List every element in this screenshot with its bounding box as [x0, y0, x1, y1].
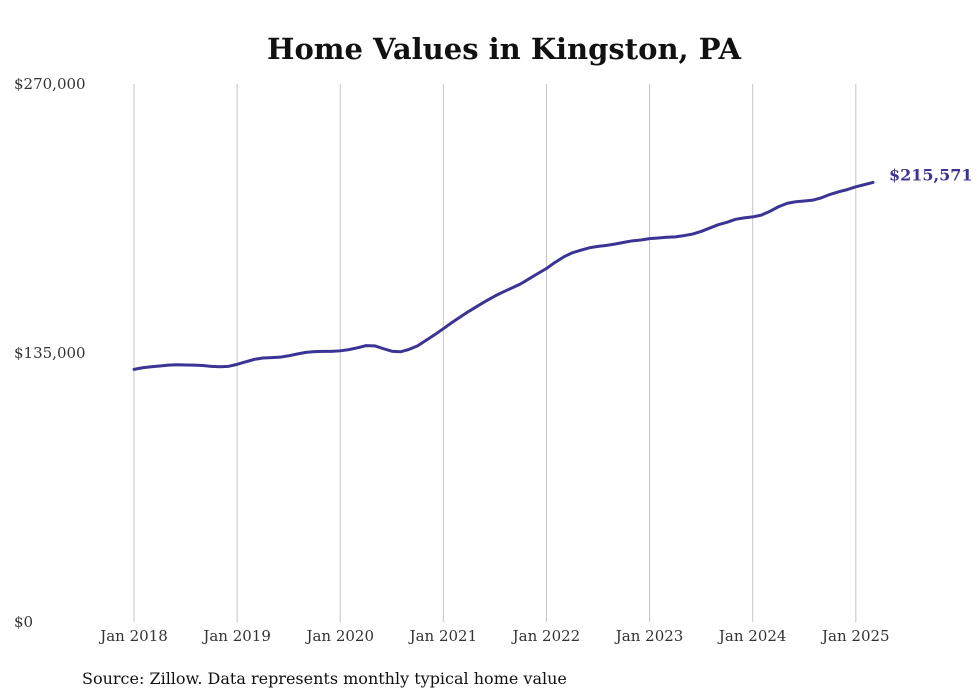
y-tick-label: $270,000 — [14, 75, 86, 93]
source-note: Source: Zillow. Data represents monthly … — [82, 669, 567, 688]
x-tick-label: Jan 2020 — [304, 627, 374, 645]
x-tick-label: Jan 2022 — [511, 627, 581, 645]
latest-value-label: $215,571 — [889, 165, 973, 184]
home-value-line — [132, 180, 875, 371]
y-axis-ticks: $0 $135,000 $270,000 — [14, 75, 86, 631]
y-tick-label: $0 — [14, 613, 33, 631]
x-gridlines — [133, 84, 857, 622]
x-tick-label: Jan 2018 — [98, 627, 168, 645]
y-tick-label: $135,000 — [14, 344, 86, 362]
x-tick-label: Jan 2021 — [408, 627, 478, 645]
x-tick-label: Jan 2025 — [820, 627, 890, 645]
x-axis-ticks: Jan 2018 Jan 2019 Jan 2020 Jan 2021 Jan 2022… — [98, 627, 889, 645]
x-tick-label: Jan 2019 — [201, 627, 271, 645]
x-tick-label: Jan 2024 — [717, 627, 787, 645]
x-tick-label: Jan 2023 — [614, 627, 684, 645]
chart-title: Home Values in Kingston, PA — [267, 32, 741, 66]
